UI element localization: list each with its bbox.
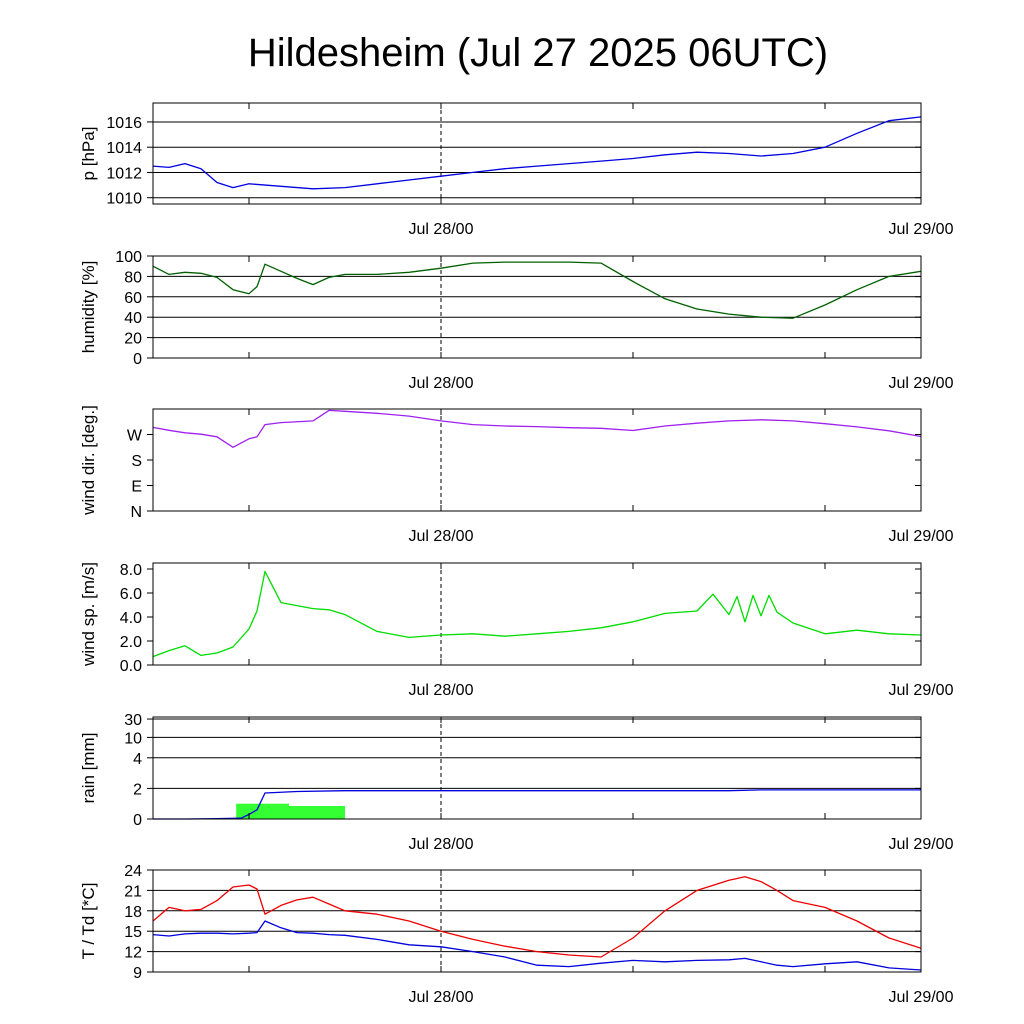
panel-pressure: 1010 1012 1014 1016 Jul 28/00 Jul 29/00 p [hPa… [79,102,954,238]
y-tick-label: 8.0 [120,562,142,579]
y-tick-label: 10 [124,730,142,747]
x-date-label: Jul 28/00 [409,375,474,392]
y-tick-label: 100 [115,249,142,266]
plot-frame [152,255,922,359]
pressure-series-0 [152,116,922,190]
panel-wind_speed: 0.0 2.0 4.0 6.0 8.0 Jul 28/00 Jul 29/00 wind sp… [79,562,954,699]
panel-humidity: 0 20 40 60 80 100 Jul 28/00 Jul 29/00 humidity [… [79,249,954,392]
y-tick-label: 4 [133,751,142,768]
y-tick-label: 40 [124,310,142,327]
humidity-series-0 [152,261,922,319]
y-tick-label: 24 [124,863,142,880]
y-tick-label: 21 [124,883,142,900]
y-tick-label: 12 [124,945,142,962]
y-tick-label: 0 [133,351,142,368]
plot-frame [152,102,922,205]
y-tick-label: 1012 [106,165,142,182]
temperature-series-1 [152,920,922,971]
y-tick-label: 30 [124,712,142,729]
x-date-label: Jul 29/00 [889,989,954,1006]
y-tick-label: W [127,428,143,445]
x-date-label: Jul 29/00 [889,528,954,545]
x-date-label: Jul 28/00 [409,221,474,238]
panel-temperature: 9 12 15 18 21 24 Jul 28/00 Jul 29/00 T / Td [*C] [79,863,954,1006]
y-tick-label: 15 [124,924,142,941]
y-tick-label: 18 [124,904,142,921]
y-tick-label: 1010 [106,191,142,208]
y-tick-label: S [131,453,142,470]
x-date-label: Jul 29/00 [889,375,954,392]
y-tick-label: 1016 [106,115,142,132]
rain-bar [289,805,345,819]
y-tick-label: 0 [133,812,142,829]
plot-frame [152,869,922,973]
temperature-series-0 [152,876,922,958]
y-tick-label: E [131,479,142,496]
wind_direction-series-0 [152,409,922,448]
y-tick-label: 2.0 [120,634,142,651]
x-date-label: Jul 28/00 [409,682,474,699]
x-date-label: Jul 28/00 [409,836,474,853]
y-tick-label: 4.0 [120,610,142,627]
y-tick-label: 20 [124,331,142,348]
y-tick-label: 2 [133,781,142,798]
chart-title: Hildesheim (Jul 27 2025 06UTC) [248,31,828,75]
y-tick-label: 0.0 [120,658,142,675]
y-tick-label: 60 [124,290,142,307]
y-tick-label: N [130,504,142,521]
y-tick-label: 80 [124,269,142,286]
y-axis-label: T / Td [*C] [79,883,98,960]
y-axis-label: p [hPa] [79,127,98,181]
plot-frame [152,562,922,666]
y-axis-label: wind sp. [m/s] [79,562,98,667]
y-axis-label: rain [mm] [79,733,98,804]
wind_speed-series-0 [152,570,922,658]
plot-frame [152,716,922,820]
y-tick-label: 9 [133,965,142,982]
y-axis-label: humidity [%] [79,261,98,354]
x-date-label: Jul 28/00 [409,989,474,1006]
x-date-label: Jul 28/00 [409,528,474,545]
y-tick-label: 1014 [106,140,142,157]
x-date-label: Jul 29/00 [889,836,954,853]
x-date-label: Jul 29/00 [889,221,954,238]
y-axis-label: wind dir. [deg.] [79,405,98,516]
x-date-label: Jul 29/00 [889,682,954,699]
y-tick-label: 6.0 [120,586,142,603]
